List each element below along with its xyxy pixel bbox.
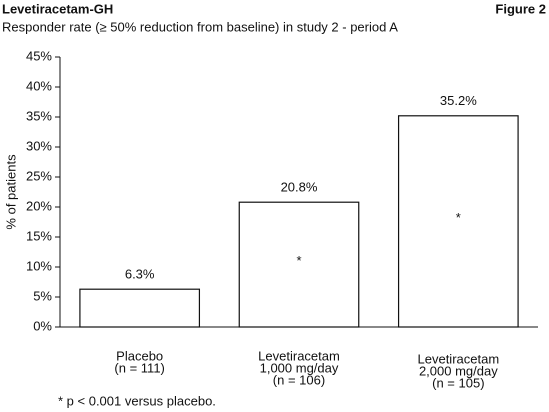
bar — [79, 288, 201, 328]
bar — [238, 201, 360, 328]
value-label: 6.3% — [125, 267, 155, 282]
x-tick-label: 2,000 mg/day — [419, 363, 498, 378]
value-label: 35.2% — [440, 93, 477, 108]
chart-subtitle: Responder rate (≥ 50% reduction from bas… — [2, 19, 398, 34]
y-tick-label: 5% — [33, 288, 52, 303]
x-tick-label: (n = 105) — [432, 375, 484, 390]
y-tick-label: 30% — [26, 138, 52, 153]
significance-marker: * — [456, 210, 461, 225]
y-axis-label: % of patients — [3, 154, 18, 230]
x-tick-label: 1,000 mg/day — [260, 360, 339, 375]
y-tick-label: 10% — [26, 258, 52, 273]
y-tick-label: 40% — [26, 78, 52, 93]
x-tick-label: Levetiracetam — [258, 348, 340, 363]
y-tick-label: 20% — [26, 198, 52, 213]
y-tick-label: 25% — [26, 168, 52, 183]
value-label: 20.8% — [281, 180, 318, 195]
x-tick-label: Placebo — [116, 348, 163, 363]
figure-label: Figure 2 — [495, 1, 546, 16]
y-tick-label: 35% — [26, 108, 52, 123]
significance-marker: * — [296, 253, 301, 268]
y-tick-label: 15% — [26, 228, 52, 243]
chart-title: Levetiracetam-GH — [2, 1, 113, 16]
x-tick-label: (n = 106) — [273, 372, 325, 387]
footnote: * p < 0.001 versus placebo. — [58, 393, 216, 408]
y-tick-label: 45% — [26, 48, 52, 63]
y-tick-label: 0% — [33, 318, 52, 333]
x-tick-label: (n = 111) — [114, 360, 164, 375]
bar — [397, 115, 519, 328]
x-tick-label: Levetiracetam — [418, 351, 500, 366]
